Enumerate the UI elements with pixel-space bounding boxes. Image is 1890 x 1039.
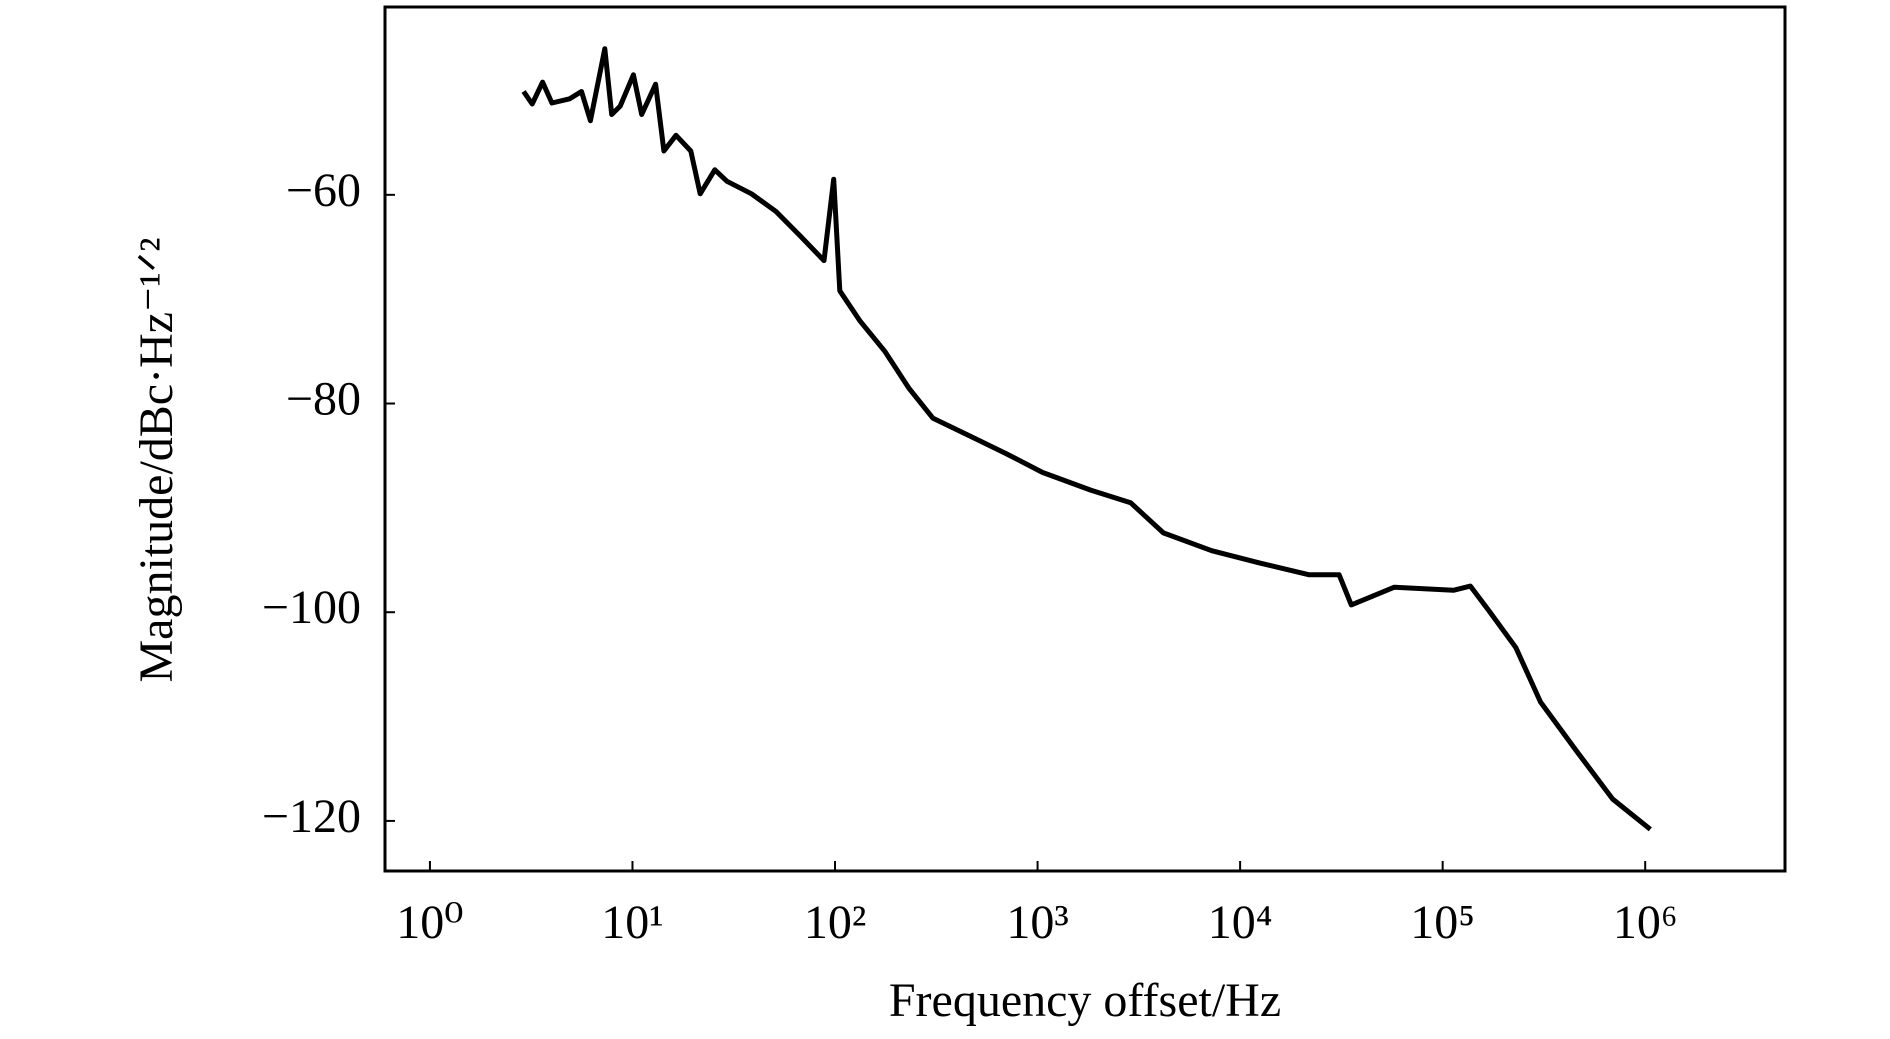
x-tick-label: 10⁵	[1410, 896, 1475, 949]
y-axis-label: Magnitude/dBc·Hz⁻¹ᐟ²	[130, 237, 183, 682]
plot-frame	[383, 5, 1787, 873]
y-tick-label: −100	[262, 581, 361, 634]
y-tick-label: −60	[286, 164, 361, 217]
y-tick-label: −80	[286, 373, 361, 426]
x-tick-label: 10¹	[601, 896, 663, 949]
line-series	[521, 46, 1652, 832]
x-tick-label: 10⁰	[396, 896, 463, 949]
x-tick-label: 10⁶	[1613, 896, 1678, 949]
x-axis-label: Frequency offset/Hz	[889, 974, 1281, 1027]
x-tick-label: 10²	[804, 896, 866, 949]
x-tick-label: 10³	[1006, 896, 1068, 949]
y-tick-label: −120	[262, 790, 361, 843]
x-tick-label: 10⁴	[1208, 896, 1273, 949]
